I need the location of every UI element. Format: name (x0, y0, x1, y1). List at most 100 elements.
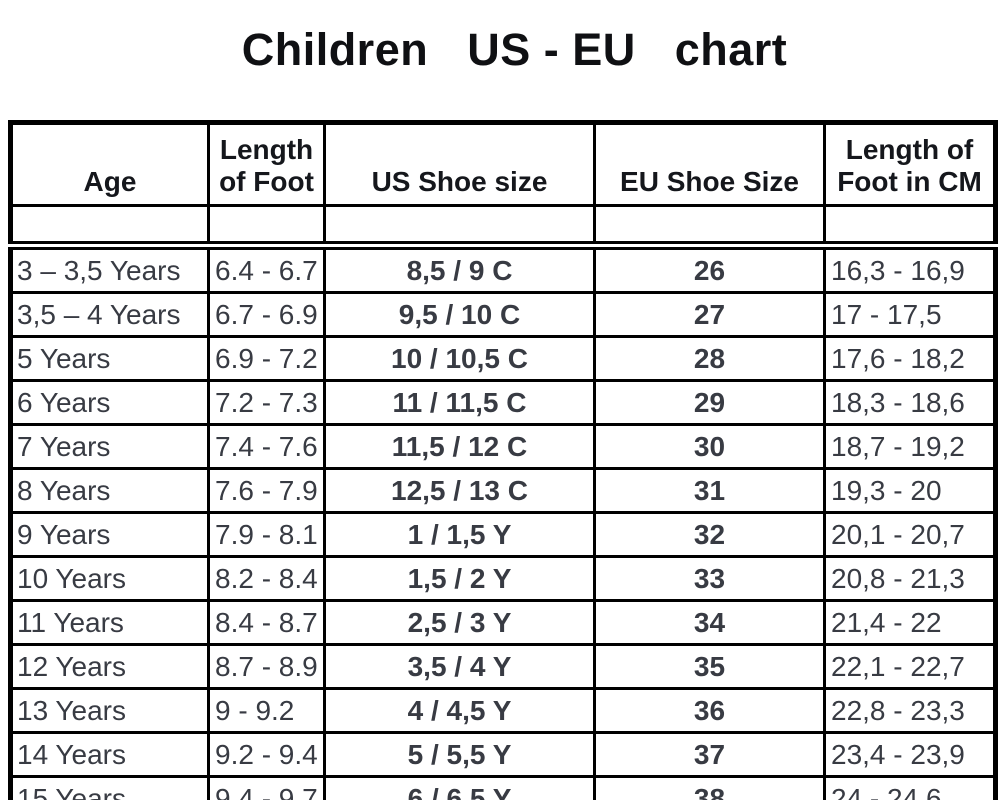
cell-us-shoe-size: 8,5 / 9 C (323, 244, 596, 294)
table-header: Age Length of Foot US Shoe size EU Shoe … (9, 121, 997, 250)
cell-foot-length: 7.6 - 7.9 (207, 467, 326, 514)
cell-us-shoe-size: 3,5 / 4 Y (323, 643, 596, 690)
cell-us-shoe-size: 4 / 4,5 Y (323, 687, 596, 734)
cell-eu-shoe-size: 33 (593, 555, 826, 602)
empty-spacer-row (9, 204, 997, 250)
cell-foot-length-cm: 19,3 - 20 (823, 467, 997, 514)
cell-eu-shoe-size: 28 (593, 335, 826, 382)
table-row: 12 Years 8.7 - 8.9 3,5 / 4 Y 35 22,1 - 2… (9, 643, 997, 690)
cell-foot-length: 7.2 - 7.3 (207, 379, 326, 426)
cell-us-shoe-size: 11 / 11,5 C (323, 379, 596, 426)
cell-eu-shoe-size: 32 (593, 511, 826, 558)
cell-age: 3 – 3,5 Years (9, 244, 210, 294)
cell-us-shoe-size: 9,5 / 10 C (323, 291, 596, 338)
header-cm-line2: Foot in CM (837, 165, 982, 197)
cell-foot-length-cm: 22,1 - 22,7 (823, 643, 997, 690)
cell-foot-length: 6.7 - 6.9 (207, 291, 326, 338)
cell-age: 10 Years (9, 555, 210, 602)
size-chart-table: Age Length of Foot US Shoe size EU Shoe … (8, 120, 998, 800)
cell-us-shoe-size: 2,5 / 3 Y (323, 599, 596, 646)
cell-foot-length: 9.4 - 9.7 (207, 775, 326, 800)
header-us-size: US Shoe size (323, 121, 596, 207)
cell-us-shoe-size: 5 / 5,5 Y (323, 731, 596, 778)
cell-foot-length: 8.4 - 8.7 (207, 599, 326, 646)
cell-foot-length-cm: 20,1 - 20,7 (823, 511, 997, 558)
table-row: 9 Years 7.9 - 8.1 1 / 1,5 Y 32 20,1 - 20… (9, 511, 997, 558)
table-row: 6 Years 7.2 - 7.3 11 / 11,5 C 29 18,3 - … (9, 379, 997, 426)
table-row: 14 Years 9.2 - 9.4 5 / 5,5 Y 37 23,4 - 2… (9, 731, 997, 778)
table-body: 3 – 3,5 Years 6.4 - 6.7 8,5 / 9 C 26 16,… (9, 244, 997, 800)
header-foot-cm: Length of Foot in CM (823, 121, 997, 207)
cell-foot-length: 6.9 - 7.2 (207, 335, 326, 382)
cell-us-shoe-size: 12,5 / 13 C (323, 467, 596, 514)
table-row: 3 – 3,5 Years 6.4 - 6.7 8,5 / 9 C 26 16,… (9, 244, 997, 294)
cell-foot-length-cm: 16,3 - 16,9 (823, 244, 997, 294)
header-cm-line1: Length of (845, 134, 974, 166)
header-us-label: US Shoe size (371, 165, 548, 197)
cell-eu-shoe-size: 37 (593, 731, 826, 778)
cell-age: 3,5 – 4 Years (9, 291, 210, 338)
cell-eu-shoe-size: 27 (593, 291, 826, 338)
cell-foot-length-cm: 17,6 - 18,2 (823, 335, 997, 382)
cell-eu-shoe-size: 35 (593, 643, 826, 690)
header-row: Age Length of Foot US Shoe size EU Shoe … (9, 121, 997, 207)
cell-age: 13 Years (9, 687, 210, 734)
cell-us-shoe-size: 1 / 1,5 Y (323, 511, 596, 558)
header-foot-length: Length of Foot (207, 121, 326, 207)
cell-foot-length: 9.2 - 9.4 (207, 731, 326, 778)
cell-eu-shoe-size: 29 (593, 379, 826, 426)
cell-age: 15 Years (9, 775, 210, 800)
cell-eu-shoe-size: 38 (593, 775, 826, 800)
cell-us-shoe-size: 11,5 / 12 C (323, 423, 596, 470)
table-row: 5 Years 6.9 - 7.2 10 / 10,5 C 28 17,6 - … (9, 335, 997, 382)
cell-foot-length-cm: 24 - 24,6 (823, 775, 997, 800)
table-row: 11 Years 8.4 - 8.7 2,5 / 3 Y 34 21,4 - 2… (9, 599, 997, 646)
cell-us-shoe-size: 6 / 6,5 Y (323, 775, 596, 800)
cell-eu-shoe-size: 36 (593, 687, 826, 734)
cell-eu-shoe-size: 31 (593, 467, 826, 514)
cell-age: 11 Years (9, 599, 210, 646)
cell-age: 12 Years (9, 643, 210, 690)
cell-eu-shoe-size: 30 (593, 423, 826, 470)
table-row: 3,5 – 4 Years 6.7 - 6.9 9,5 / 10 C 27 17… (9, 291, 997, 338)
table-row: 7 Years 7.4 - 7.6 11,5 / 12 C 30 18,7 - … (9, 423, 997, 470)
header-foot-line2: of Foot (219, 165, 314, 197)
cell-foot-length-cm: 21,4 - 22 (823, 599, 997, 646)
header-foot-line1: Length (219, 134, 314, 166)
empty-cell (323, 204, 596, 250)
empty-cell (823, 204, 997, 250)
empty-cell (207, 204, 326, 250)
empty-cell (9, 204, 210, 250)
cell-foot-length: 9 - 9.2 (207, 687, 326, 734)
cell-foot-length-cm: 18,7 - 19,2 (823, 423, 997, 470)
table-row: 8 Years 7.6 - 7.9 12,5 / 13 C 31 19,3 - … (9, 467, 997, 514)
cell-eu-shoe-size: 34 (593, 599, 826, 646)
table-row: 15 Years 9.4 - 9.7 6 / 6,5 Y 38 24 - 24,… (9, 775, 997, 800)
cell-us-shoe-size: 1,5 / 2 Y (323, 555, 596, 602)
empty-cell (593, 204, 826, 250)
table-row: 13 Years 9 - 9.2 4 / 4,5 Y 36 22,8 - 23,… (9, 687, 997, 734)
cell-foot-length: 7.9 - 8.1 (207, 511, 326, 558)
cell-age: 6 Years (9, 379, 210, 426)
chart-title: Children US - EU chart (241, 24, 788, 75)
cell-age: 7 Years (9, 423, 210, 470)
cell-eu-shoe-size: 26 (593, 244, 826, 294)
cell-foot-length-cm: 17 - 17,5 (823, 291, 997, 338)
cell-foot-length: 6.4 - 6.7 (207, 244, 326, 294)
cell-foot-length: 8.2 - 8.4 (207, 555, 326, 602)
header-age: Age (9, 121, 210, 207)
header-age-label: Age (83, 165, 137, 197)
cell-foot-length-cm: 23,4 - 23,9 (823, 731, 997, 778)
cell-foot-length-cm: 20,8 - 21,3 (823, 555, 997, 602)
cell-foot-length: 7.4 - 7.6 (207, 423, 326, 470)
header-eu-label: EU Shoe Size (620, 165, 799, 197)
table-row: 10 Years 8.2 - 8.4 1,5 / 2 Y 33 20,8 - 2… (9, 555, 997, 602)
cell-age: 8 Years (9, 467, 210, 514)
cell-age: 14 Years (9, 731, 210, 778)
cell-foot-length-cm: 22,8 - 23,3 (823, 687, 997, 734)
cell-age: 9 Years (9, 511, 210, 558)
cell-age: 5 Years (9, 335, 210, 382)
header-eu-size: EU Shoe Size (593, 121, 826, 207)
cell-foot-length: 8.7 - 8.9 (207, 643, 326, 690)
